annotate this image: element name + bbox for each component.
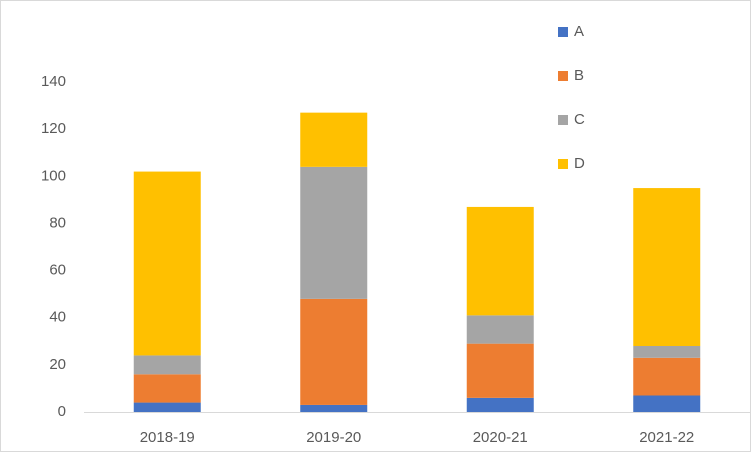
x-tick-label: 2021-22 (639, 429, 694, 446)
bar-segment (633, 395, 701, 412)
legend-label: C (574, 111, 585, 128)
legend-swatch (558, 27, 568, 37)
bar-segment (133, 171, 201, 356)
x-tick-label: 2020-21 (473, 429, 528, 446)
bar-segment (466, 315, 534, 344)
y-tick-label: 120 (41, 120, 66, 137)
y-tick-label: 80 (49, 214, 66, 231)
y-tick-label: 0 (58, 403, 66, 420)
bar-segment (300, 298, 368, 405)
y-tick-label: 40 (49, 309, 66, 326)
bar-segment (633, 357, 701, 396)
legend-label: D (574, 155, 585, 172)
bar-segment (300, 112, 368, 167)
bar-segment (466, 397, 534, 412)
legend-swatch (558, 159, 568, 169)
y-tick-label: 140 (41, 73, 66, 90)
legend-swatch (558, 115, 568, 125)
bar-segment (300, 166, 368, 299)
y-tick-label: 100 (41, 167, 66, 184)
x-tick-label: 2019-20 (306, 429, 361, 446)
bar-segment (466, 343, 534, 398)
bar-segment (466, 206, 534, 316)
legend-label: A (574, 23, 584, 40)
y-tick-label: 20 (49, 356, 66, 373)
bar-segment (300, 404, 368, 412)
legend-label: B (574, 67, 584, 84)
legend-swatch (558, 71, 568, 81)
bar-segment (633, 188, 701, 346)
bar-segment (133, 374, 201, 403)
x-tick-label: 2018-19 (140, 429, 195, 446)
y-tick-label: 60 (49, 262, 66, 279)
bar-segment (133, 355, 201, 375)
bar-segment (133, 402, 201, 412)
bar-segment (633, 346, 701, 358)
